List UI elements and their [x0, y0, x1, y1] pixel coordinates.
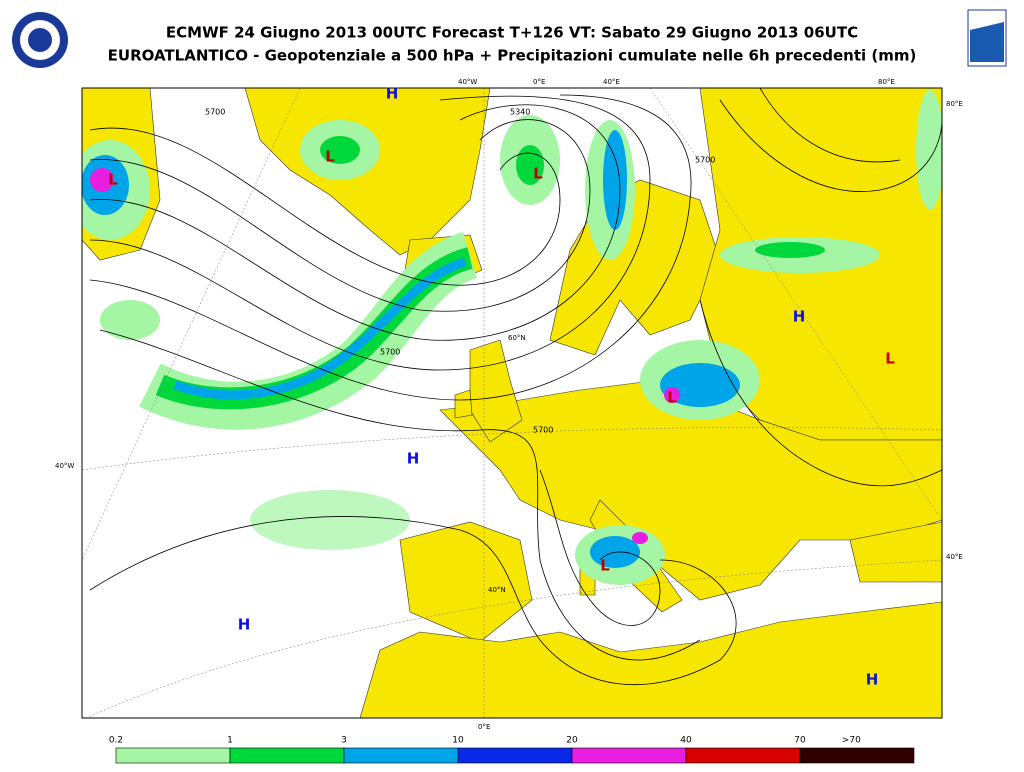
grid-label: 40°E: [946, 553, 963, 561]
grid-label: 40°E: [603, 78, 620, 86]
legend-label: 70: [794, 736, 806, 746]
legend-swatch: [115, 747, 231, 764]
legend-label: 1: [227, 736, 233, 746]
map: 40°W 0°E 40°E 80°E 80°E 40°W 40°E 40°N 6…: [55, 78, 963, 731]
pressure-systems: H L L L H L H L H H L: [108, 85, 895, 689]
grid-label: 0°E: [478, 723, 490, 731]
contour-label: 5700: [695, 156, 715, 165]
contour-label: 5700: [533, 426, 553, 435]
pressure-letter: L: [600, 557, 610, 575]
title: ECMWF 24 Giugno 2013 00UTC Forecast T+12…: [166, 24, 858, 42]
grid-label: 40°N: [488, 586, 506, 594]
grid-label: 40°W: [55, 462, 74, 470]
pressure-letter: L: [108, 171, 118, 189]
contour-label: 5340: [510, 108, 530, 117]
grid-label: 80°E: [946, 100, 963, 108]
logo-left: [12, 12, 68, 68]
contour-label: 5700: [380, 348, 400, 357]
graticule: [82, 88, 942, 718]
pressure-letter: H: [793, 308, 806, 326]
grid-label: 40°W: [458, 78, 477, 86]
legend-label: 0.2: [109, 736, 123, 746]
legend-label: 10: [452, 736, 464, 746]
pressure-letter: L: [325, 148, 335, 166]
pressure-letter: L: [667, 389, 677, 407]
logo-right: [967, 9, 1007, 67]
legend-swatch: [571, 747, 687, 764]
legend-label: >70: [842, 736, 861, 746]
contour-label: 5700: [205, 108, 225, 117]
legend-swatch: [457, 747, 573, 764]
legend-swatch: [229, 747, 345, 764]
pressure-letter: H: [386, 85, 399, 103]
pressure-letter: L: [885, 350, 895, 368]
legend-label: 20: [566, 736, 578, 746]
pressure-letter: H: [238, 616, 251, 634]
grid-label: 60°N: [508, 334, 526, 342]
pressure-letter: H: [866, 671, 879, 689]
legend-label: 40: [680, 736, 692, 746]
contours: [89, 88, 942, 686]
legend-swatch: [799, 747, 915, 764]
pressure-letter: L: [533, 165, 543, 183]
pressure-letter: H: [407, 450, 420, 468]
grid-label: 0°E: [533, 78, 545, 86]
legend-label: 3: [341, 736, 347, 746]
legend-swatch: [685, 747, 801, 764]
subtitle: EUROATLANTICO - Geopotenziale a 500 hPa …: [108, 47, 917, 65]
grid-label: 80°E: [878, 78, 895, 86]
legend-swatch: [343, 747, 459, 764]
legend: 0.2 1 3 10 20 40 70 >70: [109, 736, 915, 764]
